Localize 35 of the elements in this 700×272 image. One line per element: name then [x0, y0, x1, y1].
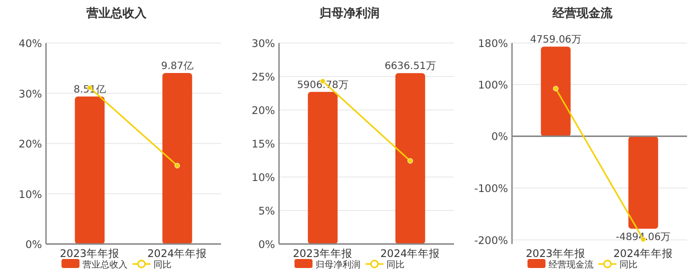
y-tick-label: 0% [25, 239, 42, 251]
x-tick-label: 2024年年报 [613, 248, 674, 260]
chart-title: 归母净利润 [318, 6, 380, 20]
chart-title: 营业总收入 [86, 6, 148, 20]
legend-label: 同比 [620, 260, 638, 270]
data-label: 9.87亿 [161, 60, 194, 72]
y-tick-label: 10% [252, 172, 276, 184]
legend-label: 归母净利润 [316, 260, 360, 270]
y-tick-label: 15% [252, 138, 276, 150]
y-tick-label: -100% [474, 183, 508, 196]
y-tick-label: 5% [258, 206, 276, 218]
y-tick-label: 0% [258, 239, 276, 251]
y-tick-label: 10% [18, 188, 42, 201]
x-tick-label: 2024年年报 [147, 248, 208, 260]
data-label: 4759.06万 [530, 34, 582, 46]
y-tick-label: 0% [491, 131, 508, 144]
y-tick-label: 30% [252, 38, 276, 50]
y-tick-label: -200% [474, 234, 508, 247]
x-tick-label: 2023年年报 [292, 248, 353, 260]
y-tick-label: 40% [18, 38, 42, 50]
y-tick-label: 25% [252, 72, 276, 84]
chart-title: 经营现金流 [552, 6, 614, 20]
data-label: 6636.51万 [384, 61, 436, 72]
y-tick-label: 30% [18, 88, 42, 100]
legend-label: 同比 [386, 260, 404, 270]
y-tick-label: 20% [252, 105, 276, 117]
legend-label: 营业总收入 [82, 260, 128, 270]
x-tick-label: 2023年年报 [60, 248, 120, 260]
legend-label: 经营现金流 [548, 260, 594, 270]
x-tick-label: 2023年年报 [526, 248, 586, 260]
y-tick-label: 180% [478, 38, 508, 50]
y-tick-label: 20% [18, 138, 42, 150]
x-tick-label: 2024年年报 [380, 248, 440, 260]
legend-label: 同比 [154, 260, 172, 270]
y-tick-label: 100% [478, 79, 508, 92]
